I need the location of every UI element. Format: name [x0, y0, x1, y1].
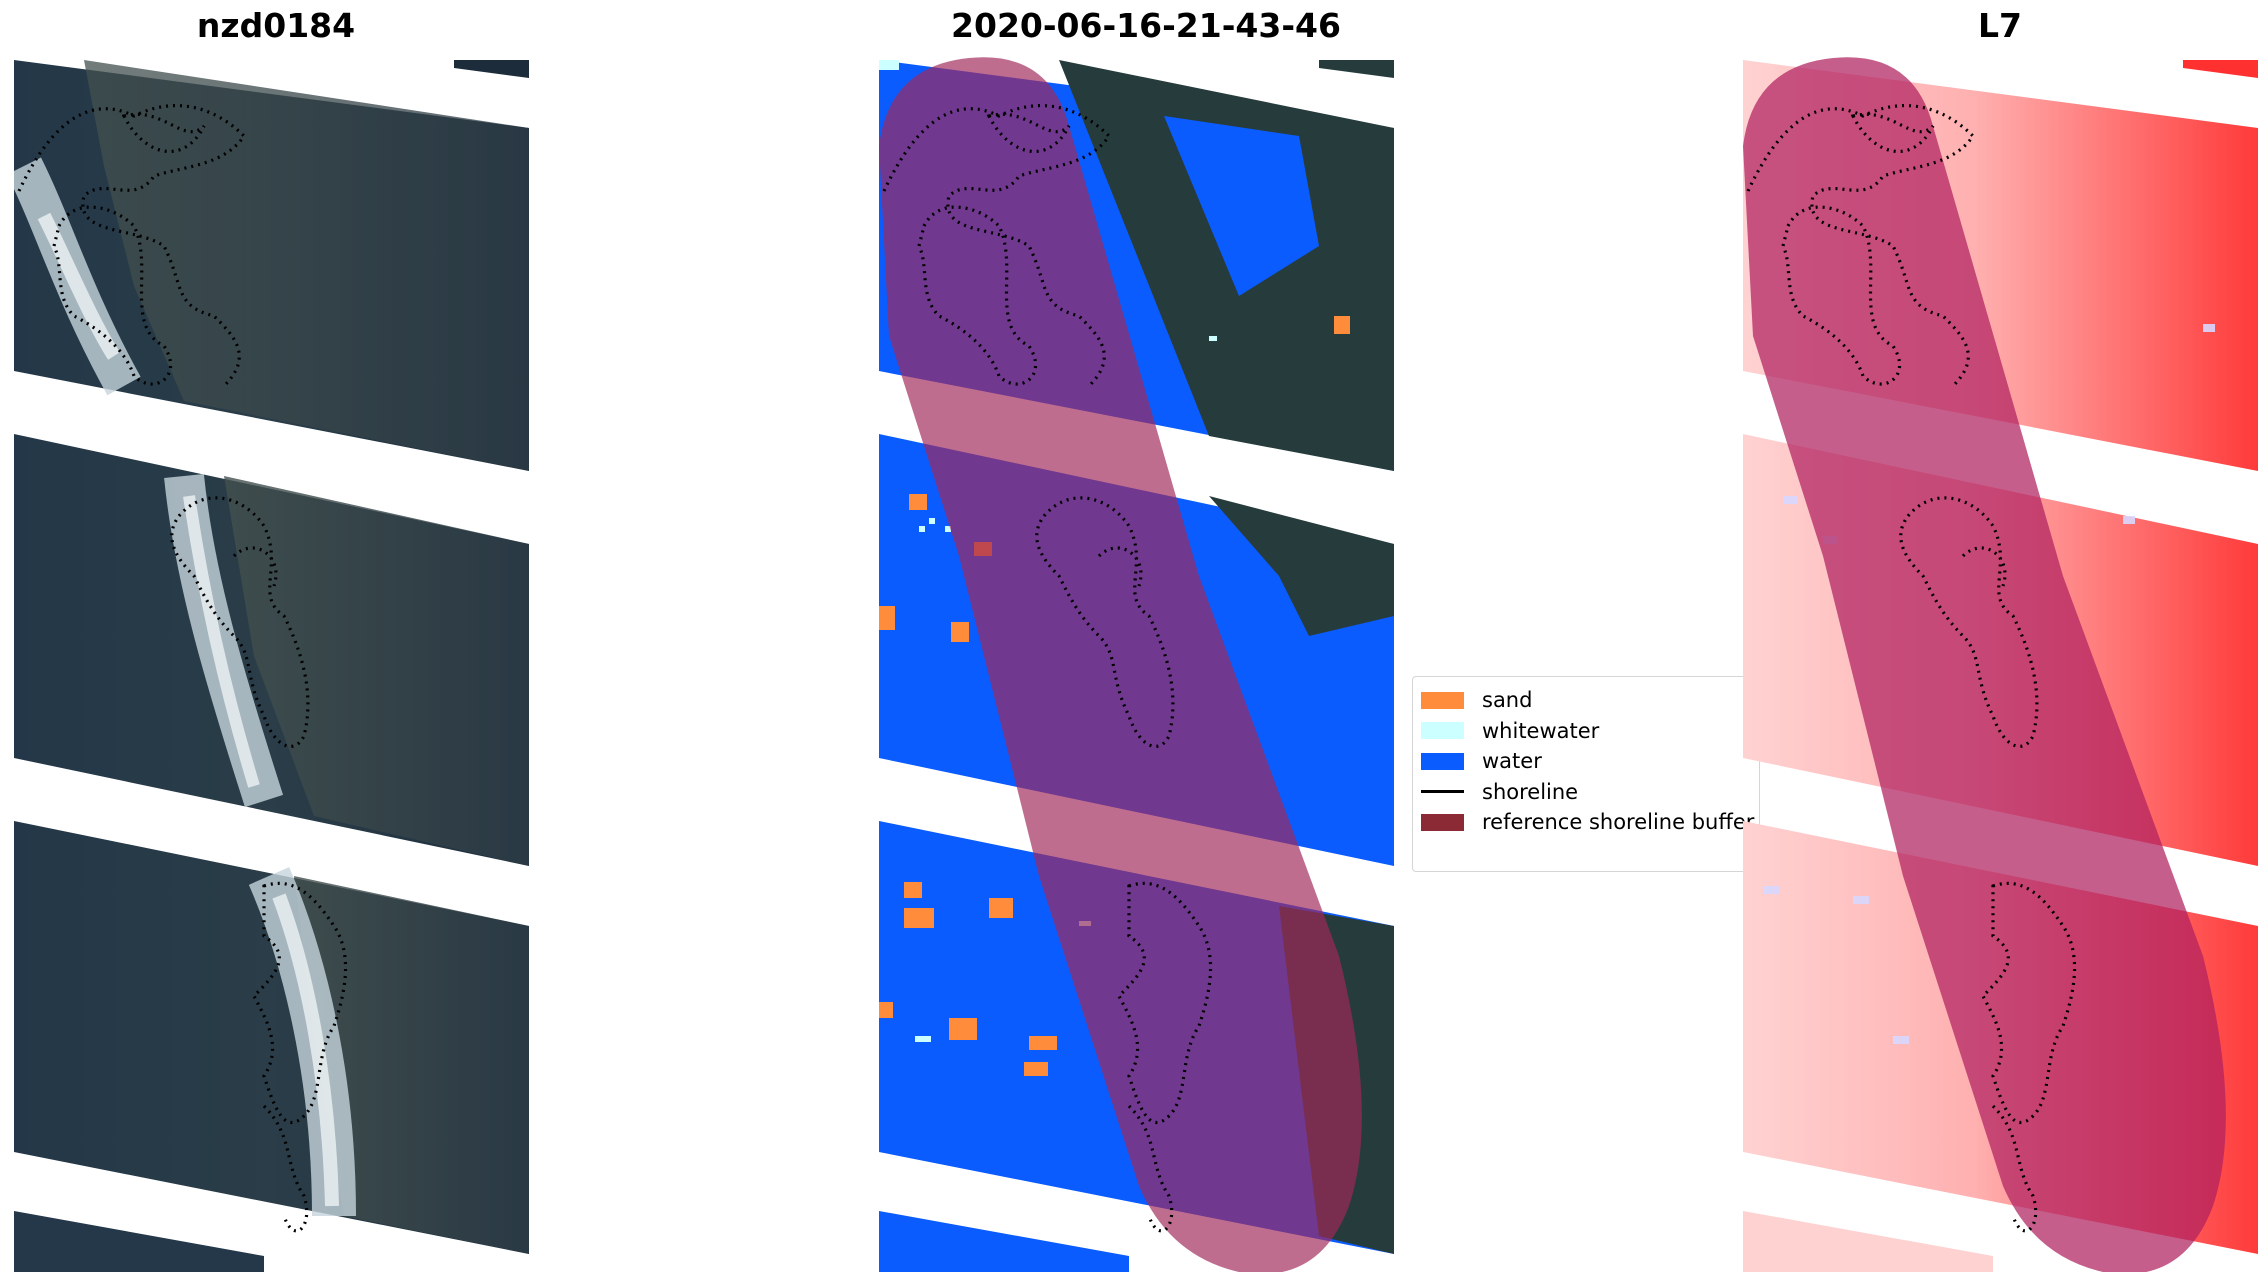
- legend-item-shoreline: shoreline: [1421, 777, 1751, 808]
- legend-item-water: water: [1421, 746, 1751, 777]
- shoreline: [17, 104, 348, 1233]
- rgb-image-panel: [14, 56, 529, 1272]
- legend-item-reference-shoreline-buffer: reference shoreline buffer: [1421, 807, 1755, 838]
- scene-strip: [1743, 1211, 1993, 1272]
- shoreline: [882, 104, 1213, 1233]
- reference-shoreline-buffer: [879, 57, 1362, 1272]
- legend-swatch-shoreline: [1421, 790, 1464, 794]
- legend-swatch-whitewater: [1421, 722, 1464, 740]
- legend-item-whitewater: whitewater: [1421, 716, 1751, 747]
- legend-label: whitewater: [1482, 718, 1600, 743]
- scene-strip: [14, 1211, 264, 1272]
- legend-item-sand: sand: [1421, 685, 1751, 716]
- classification-panel: [879, 56, 1394, 1272]
- legend-label: water: [1482, 749, 1542, 774]
- panel-title-classification: 2020-06-16-21-43-46: [951, 6, 1341, 45]
- legend: sand whitewater water shoreline referenc…: [1412, 676, 1760, 872]
- shoreline: [1746, 104, 2077, 1233]
- legend-label: reference shoreline buffer: [1482, 810, 1755, 835]
- legend-label: sand: [1482, 688, 1533, 713]
- legend-swatch-water: [1421, 752, 1464, 770]
- scene-strip: [879, 1211, 1129, 1272]
- legend-label: shoreline: [1482, 779, 1579, 804]
- reference-shoreline-buffer: [1743, 57, 2226, 1272]
- legend-swatch-sand: [1421, 691, 1464, 709]
- legend-swatch-buffer: [1421, 813, 1464, 831]
- panel-title-rgb: nzd0184: [196, 6, 356, 45]
- index-panel: [1743, 56, 2258, 1272]
- panel-title-index: L7: [1978, 6, 2022, 45]
